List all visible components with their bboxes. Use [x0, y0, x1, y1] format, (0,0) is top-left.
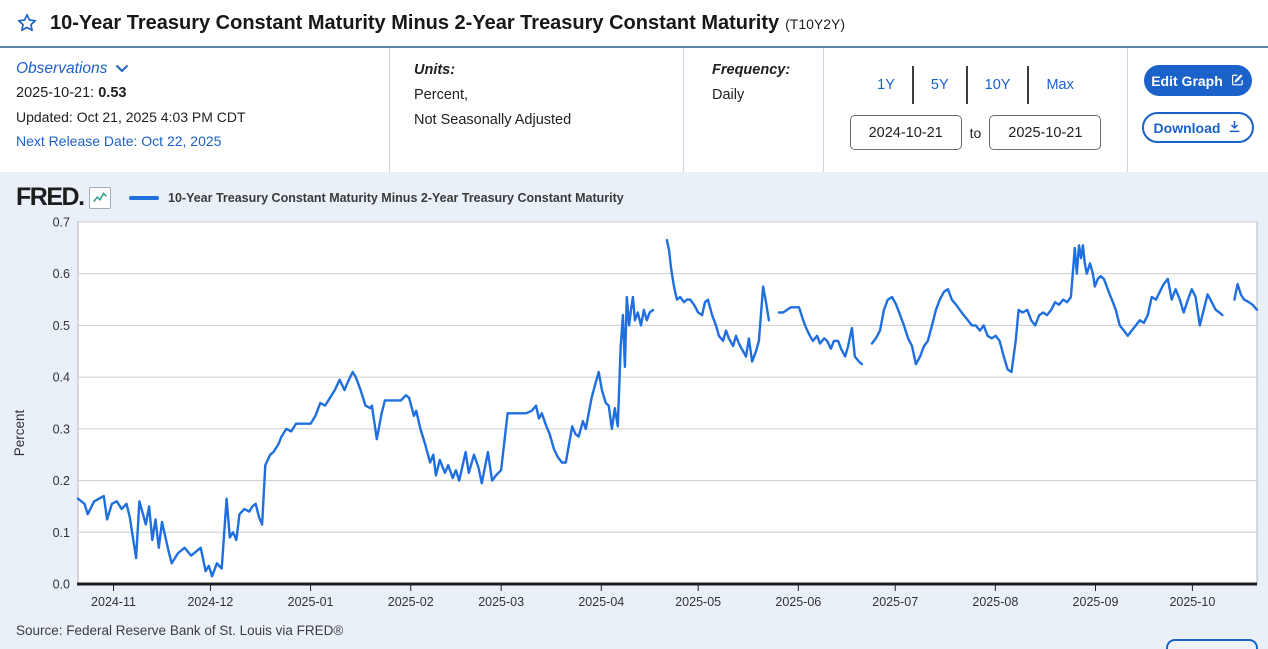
fred-logo-dot: .: [78, 183, 86, 211]
x-tick-label: 2025-06: [775, 595, 821, 609]
y-axis-title: Percent: [12, 409, 27, 456]
data-line-segment: [665, 238, 771, 363]
frequency-value: Daily: [712, 87, 745, 103]
range-1y-link[interactable]: 1Y: [877, 77, 895, 93]
range-max-link[interactable]: Max: [1046, 77, 1074, 93]
fred-chart-icon: [89, 186, 112, 209]
x-tick-label: 2025-02: [388, 595, 434, 609]
chart-legend-row: FRED. 10-Year Treasury Constant Maturity…: [0, 172, 1268, 212]
series-title: 10-Year Treasury Constant Maturity Minus…: [50, 11, 780, 34]
x-tick-label: 2025-08: [972, 595, 1018, 609]
treasury-spread-line-chart[interactable]: 0.0 0.1 0.2 0.3 0.4 0.5 0.6 0.7 Percent 2024-11 20…: [0, 172, 1268, 649]
to-label: to: [969, 124, 982, 141]
data-line-segment: [870, 244, 1224, 374]
latest-observation: 2025-10-21: 0.53: [16, 85, 389, 101]
series-id: (T10Y2Y): [785, 15, 846, 32]
range-separator: [1027, 66, 1030, 104]
y-tick-label: 0.3: [53, 422, 70, 436]
source-attribution: Source: Federal Reserve Bank of St. Loui…: [16, 623, 344, 638]
info-bar: Observations 2025-10-21: 0.53 Updated: O…: [0, 48, 1268, 172]
range-separator: [965, 66, 968, 104]
x-tick-label: 2025-01: [288, 595, 334, 609]
date-range-column: 1Y 5Y 10Y Max to: [824, 48, 1128, 172]
data-line-segment: [777, 306, 864, 366]
y-tick-label: 0.7: [53, 216, 70, 230]
end-date-input[interactable]: [989, 115, 1102, 150]
observations-column: Observations 2025-10-21: 0.53 Updated: O…: [0, 48, 390, 172]
next-release-link[interactable]: Next Release Date: Oct 22, 2025: [16, 133, 222, 149]
date-range-inputs: to: [849, 115, 1102, 150]
edit-graph-button[interactable]: Edit Graph: [1144, 65, 1252, 96]
y-tick-label: 0.1: [53, 526, 70, 540]
updated-timestamp: Updated: Oct 21, 2025 4:03 PM CDT: [16, 109, 246, 125]
favorite-star-icon[interactable]: [16, 12, 38, 34]
chart-region: FRED. 10-Year Treasury Constant Maturity…: [0, 172, 1268, 649]
x-tick-label: 2025-07: [872, 595, 918, 609]
y-tick-label: 0.2: [53, 474, 70, 488]
units-label: Units:: [414, 62, 456, 78]
observations-label: Observations: [16, 60, 108, 77]
legend-series-label: 10-Year Treasury Constant Maturity Minus…: [168, 190, 624, 205]
title-bar: 10-Year Treasury Constant Maturity Minus…: [0, 0, 1268, 48]
x-tick-label: 2025-04: [578, 595, 624, 609]
actions-column: Edit Graph Download: [1128, 48, 1268, 172]
start-date-input[interactable]: [849, 115, 962, 150]
latest-observation-date: 2025-10-21:: [16, 85, 95, 101]
data-line-segment: [76, 295, 655, 578]
partially-visible-button[interactable]: [1166, 639, 1258, 649]
plot-area[interactable]: [77, 221, 1258, 585]
units-value-2: Not Seasonally Adjusted: [414, 112, 572, 128]
x-tick-label: 2024-12: [187, 595, 233, 609]
frequency-column: Frequency: Daily: [684, 48, 824, 172]
edit-pencil-icon: [1230, 72, 1245, 90]
edit-graph-label: Edit Graph: [1151, 72, 1223, 89]
observations-dropdown[interactable]: Observations: [16, 60, 389, 78]
x-tick-label: 2025-09: [1073, 595, 1119, 609]
data-line-segment: [1233, 282, 1259, 312]
x-tick-label: 2025-05: [675, 595, 721, 609]
fred-logo: FRED: [16, 183, 80, 211]
y-tick-label: 0.0: [53, 578, 70, 592]
chevron-down-icon: [115, 60, 129, 78]
page-title: 10-Year Treasury Constant Maturity Minus…: [50, 12, 845, 35]
range-10y-link[interactable]: 10Y: [984, 77, 1011, 93]
download-button[interactable]: Download: [1142, 112, 1254, 143]
range-preset-links: 1Y 5Y 10Y Max: [860, 66, 1091, 104]
download-icon: [1227, 119, 1242, 137]
legend-line-swatch: [129, 195, 160, 200]
range-5y-link[interactable]: 5Y: [930, 77, 949, 93]
x-tick-label: 2025-10: [1169, 595, 1215, 609]
units-column: Units: Percent, Not Seasonally Adjusted: [390, 48, 684, 172]
download-label: Download: [1153, 119, 1221, 136]
x-tick-label: 2025-03: [478, 595, 524, 609]
frequency-label: Frequency:: [712, 62, 791, 78]
units-value-1: Percent,: [414, 87, 468, 103]
y-tick-label: 0.4: [53, 371, 70, 385]
range-separator: [911, 66, 914, 104]
latest-observation-value: 0.53: [98, 85, 127, 101]
x-tick-label: 2024-11: [91, 595, 136, 609]
y-tick-label: 0.5: [53, 319, 70, 333]
y-tick-label: 0.6: [53, 267, 70, 281]
